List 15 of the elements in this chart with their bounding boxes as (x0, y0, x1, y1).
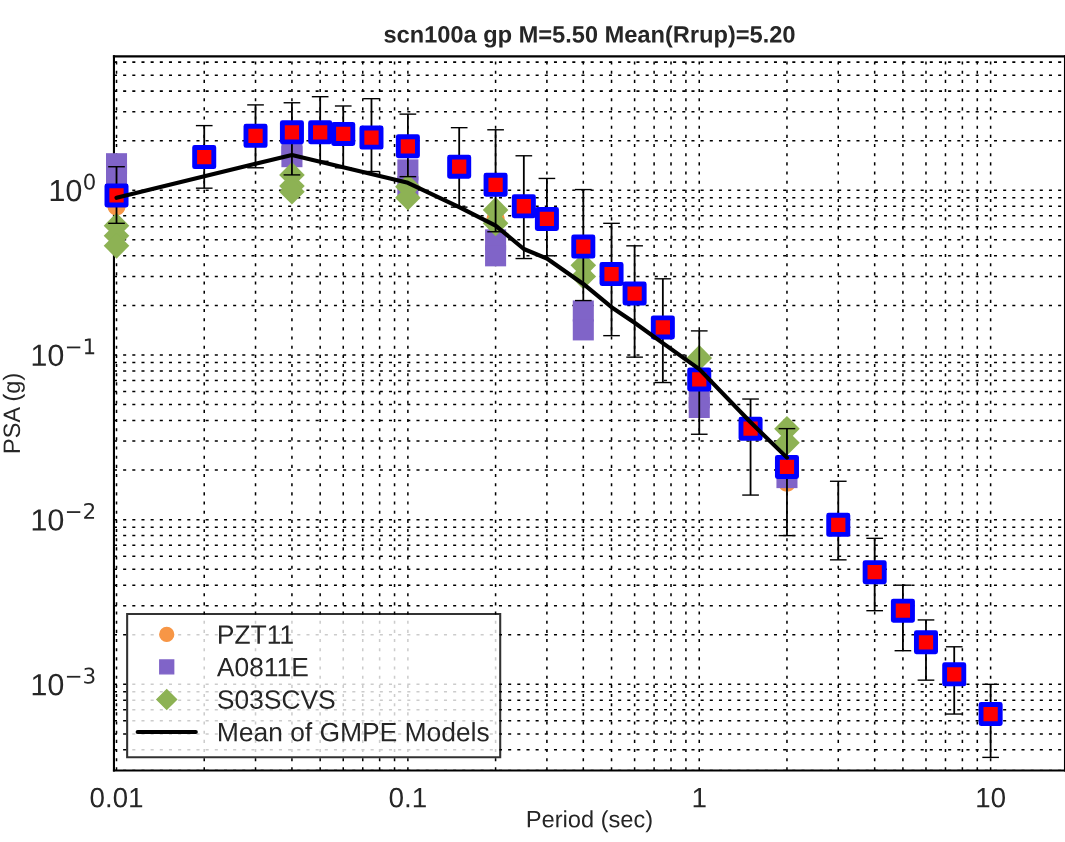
y-tick-label: 10$^{−2}$ (32, 502, 95, 531)
legend-label: A0811E (216, 657, 308, 677)
y-tick-label: 10$^{−3}$ (32, 667, 95, 696)
legend-label: Mean of GMPE Models (219, 722, 489, 742)
y-tick-label: 10$^{−1}$ (32, 338, 95, 367)
x-tick-label: 0.1 (389, 787, 426, 808)
x-axis-title: Period (sec) (527, 810, 652, 833)
legend-label: PZT11 (219, 625, 293, 644)
x-tick-label: 10 (977, 787, 1005, 808)
x-tick-label: 0.01 (90, 787, 143, 808)
y-axis-title: PSA (g) (2, 374, 25, 453)
chart-title: scn100a gp M=5.50 Mean(Rrup)=5.20 (384, 25, 795, 48)
x-tick-label: 1 (693, 788, 706, 808)
legend-label: S03SCVS (218, 690, 335, 709)
y-tick-label: 10$^{0}$ (50, 173, 95, 202)
